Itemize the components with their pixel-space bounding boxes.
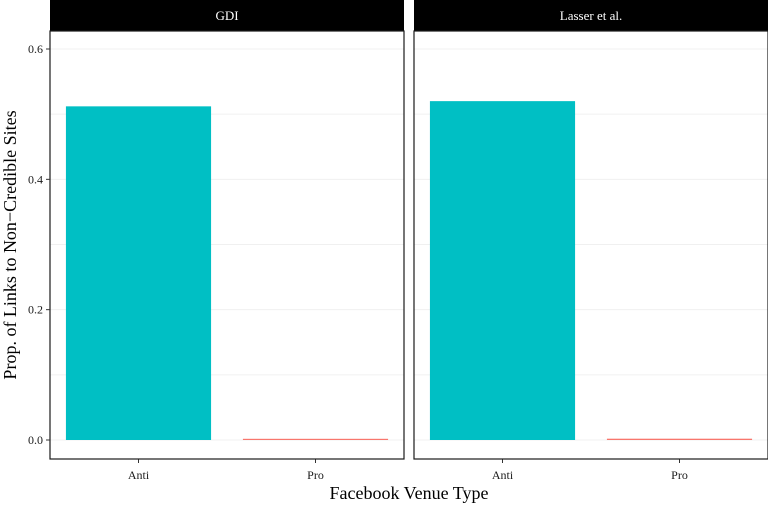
panel-title: Lasser et al. [560, 8, 622, 23]
panels: GDI Anti Pro Lasser et al. Anti Pro [49, 0, 768, 482]
panel-border [413, 30, 768, 460]
x-axis-title: Facebook Venue Type [329, 483, 488, 503]
panel-2: Lasser et al. Anti Pro [413, 0, 768, 482]
y-axis-title: Prop. of Links to Non−Credible Sites [0, 110, 20, 379]
bar-pro [242, 438, 389, 440]
x-tick-label: Pro [307, 468, 324, 482]
y-axis: 0.0 0.2 0.4 0.6 [28, 42, 50, 447]
y-tick-label: 0.4 [28, 172, 43, 186]
panel-strip [50, 0, 404, 31]
bar-anti [429, 101, 576, 440]
x-tick-label: Pro [671, 468, 688, 482]
panel-strip [414, 0, 768, 31]
panel-title: GDI [215, 8, 238, 23]
y-tick-label: 0.6 [28, 42, 43, 56]
x-tick-label: Anti [492, 468, 514, 482]
y-tick-label: 0.2 [28, 303, 43, 317]
bar-pro [606, 438, 753, 440]
panel-border [49, 30, 405, 460]
y-tick-label: 0.0 [28, 433, 43, 447]
x-tick-label: Anti [128, 468, 150, 482]
bar-anti [65, 106, 212, 440]
panel-1: GDI Anti Pro [49, 0, 405, 482]
